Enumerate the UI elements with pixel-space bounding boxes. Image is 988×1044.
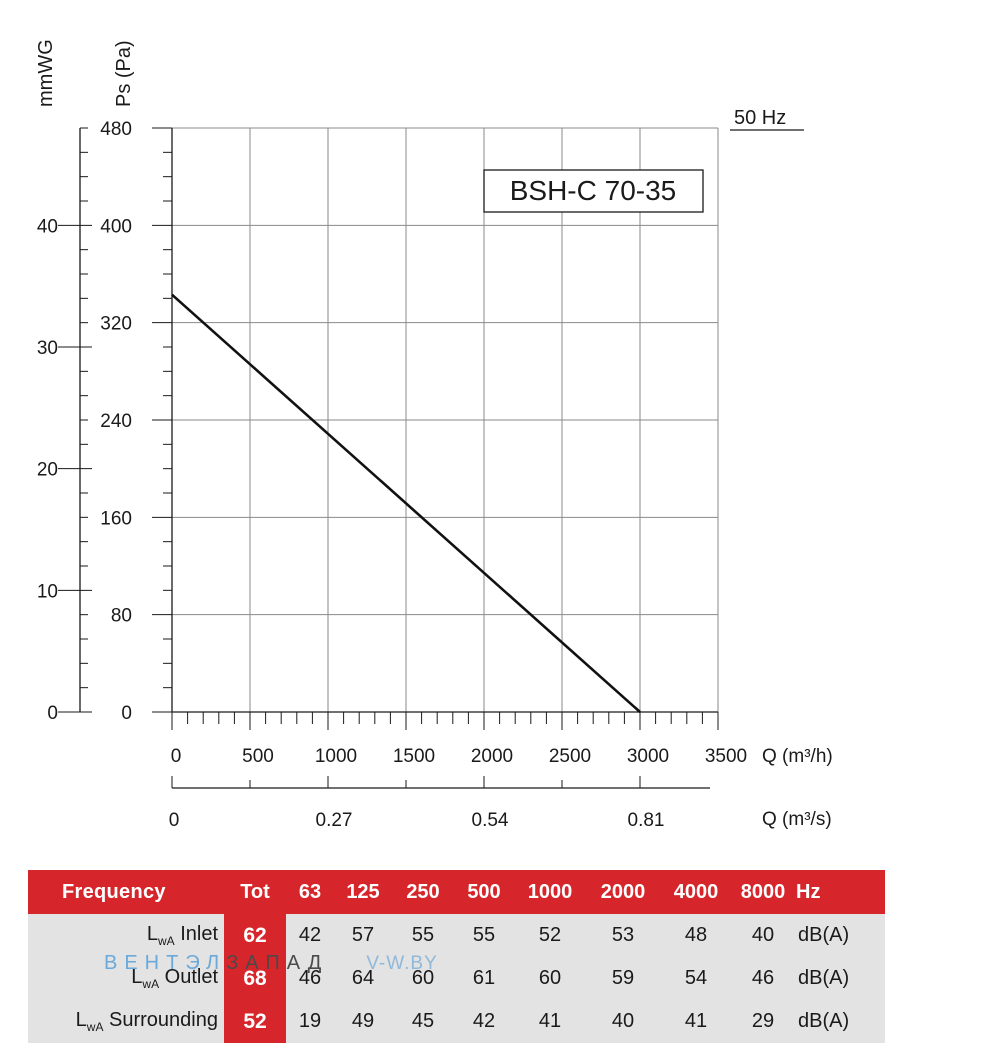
y-tick-label: 320 [100, 314, 132, 335]
x-tick-label: 2000 [471, 746, 513, 767]
band-header: 2000 [586, 870, 660, 914]
chart-axes [79, 128, 718, 789]
mmwg-tick-label: 30 [37, 338, 58, 359]
band-value: 60 [392, 957, 454, 1000]
pressure-curve-line [171, 293, 641, 713]
band-value: 48 [660, 914, 732, 957]
y-tick-label: 480 [100, 119, 132, 140]
band-value: 59 [586, 957, 660, 1000]
band-value: 52 [514, 914, 586, 957]
tot-value: 52 [224, 1000, 286, 1043]
band-value: 40 [732, 914, 794, 957]
band-value: 41 [660, 1000, 732, 1043]
x-tick-label: 0 [171, 746, 182, 767]
unit-label: dB(A) [794, 957, 885, 1000]
chart-ticks [58, 127, 719, 788]
band-value: 55 [392, 914, 454, 957]
tot-value: 62 [224, 914, 286, 957]
x2-axis-label: Q (m³/s) [762, 809, 832, 830]
frequency-label: 50 Hz [734, 107, 786, 129]
band-value: 55 [454, 914, 514, 957]
band-value: 19 [286, 1000, 334, 1043]
tot-header: Tot [224, 870, 286, 914]
x-tick-label: 1000 [315, 746, 357, 767]
band-header: 1000 [514, 870, 586, 914]
y-tick-label: 400 [100, 216, 132, 237]
chart-grid [172, 127, 719, 712]
unit-label: dB(A) [794, 914, 885, 957]
mmwg-tick-label: 10 [37, 581, 58, 602]
band-header: 4000 [660, 870, 732, 914]
band-header: 500 [454, 870, 514, 914]
y-tick-label: 0 [121, 703, 132, 724]
band-value: 41 [514, 1000, 586, 1043]
table-header-row: Frequency Tot 63 125 250 500 1000 2000 4… [28, 870, 885, 914]
band-value: 46 [286, 957, 334, 1000]
x-tick-label: 2500 [549, 746, 591, 767]
band-header: 63 [286, 870, 334, 914]
band-value: 61 [454, 957, 514, 1000]
table-row: LwA Outlet 68 46 64 60 61 60 59 54 46 dB… [28, 957, 885, 1000]
table-row: LwA Surrounding 52 19 49 45 42 41 40 41 … [28, 1000, 885, 1043]
sound-power-table: Frequency Tot 63 125 250 500 1000 2000 4… [28, 870, 885, 1043]
y-tick-label: 160 [100, 508, 132, 529]
band-value: 54 [660, 957, 732, 1000]
model-title-box [483, 169, 704, 213]
x-tick-label: 1500 [393, 746, 435, 767]
table-row: LwA Inlet 62 42 57 55 55 52 53 48 40 dB(… [28, 914, 885, 957]
y-tick-label: 80 [111, 606, 132, 627]
band-value: 60 [514, 957, 586, 1000]
frequency-header: Frequency [28, 870, 224, 914]
unit-label: dB(A) [794, 1000, 885, 1043]
x2-tick-label: 0.54 [472, 810, 509, 831]
mmwg-tick-label: 20 [37, 460, 58, 481]
band-value: 57 [334, 914, 392, 957]
band-header: 8000 [732, 870, 794, 914]
x-tick-label: 3500 [705, 746, 747, 767]
band-value: 42 [286, 914, 334, 957]
band-value: 64 [334, 957, 392, 1000]
band-header: 125 [334, 870, 392, 914]
band-value: 42 [454, 1000, 514, 1043]
hz-unit-header: Hz [794, 870, 885, 914]
row-label: LwA Outlet [28, 957, 224, 1000]
band-value: 46 [732, 957, 794, 1000]
band-value: 29 [732, 1000, 794, 1043]
ps-axis-label: Ps (Pa) [113, 40, 135, 107]
mmwg-axis-label: mmWG [35, 39, 57, 107]
band-value: 45 [392, 1000, 454, 1043]
x-tick-label: 3000 [627, 746, 669, 767]
row-label: LwA Surrounding [28, 1000, 224, 1043]
band-value: 49 [334, 1000, 392, 1043]
band-value: 53 [586, 914, 660, 957]
x-axis-label: Q (m³/h) [762, 746, 833, 767]
mmwg-tick-label: 0 [47, 703, 58, 724]
x2-tick-label: 0.27 [316, 810, 353, 831]
band-value: 40 [586, 1000, 660, 1043]
row-label: LwA Inlet [28, 914, 224, 957]
mmwg-tick-label: 40 [37, 216, 58, 237]
band-header: 250 [392, 870, 454, 914]
x-tick-label: 500 [242, 746, 274, 767]
tot-value: 68 [224, 957, 286, 1000]
y-tick-label: 240 [100, 411, 132, 432]
chart-series [171, 293, 641, 713]
model-title: BSH-C 70-35 [510, 175, 677, 206]
x2-tick-label: 0.81 [628, 810, 665, 831]
x2-tick-label: 0 [169, 810, 180, 831]
